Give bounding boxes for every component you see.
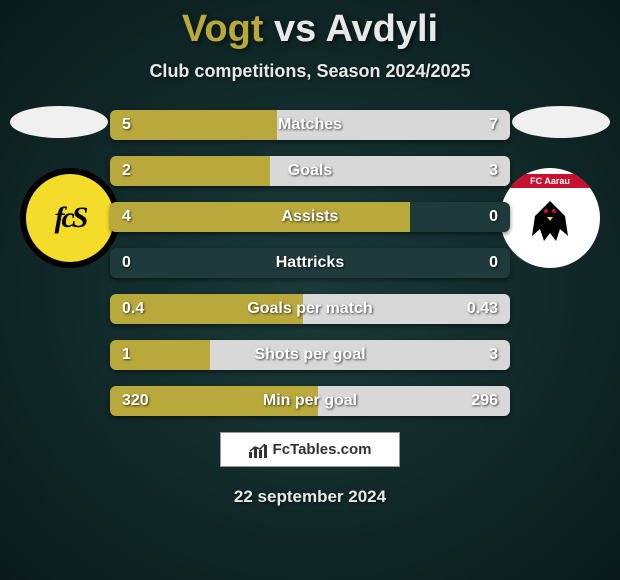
stat-row: 0.40.43Goals per match	[110, 294, 510, 324]
vs-text: vs	[274, 8, 316, 50]
stat-row: 23Goals	[110, 156, 510, 186]
player2-silhouette	[512, 106, 610, 138]
stat-row: 40Assists	[110, 202, 510, 232]
footer-brand-box: FcTables.com	[220, 432, 400, 467]
main-comparison: fcS FC Aarau 57Matches 23Goals 40Assists 00…	[0, 110, 620, 416]
stat-label: Assists	[110, 202, 510, 232]
eagle-icon	[520, 191, 580, 251]
player1-name: Vogt	[182, 8, 264, 50]
player1-silhouette	[10, 106, 108, 138]
stat-label: Goals	[110, 156, 510, 186]
stat-label: Goals per match	[110, 294, 510, 324]
subtitle: Club competitions, Season 2024/2025	[0, 61, 620, 82]
stat-row: 13Shots per goal	[110, 340, 510, 370]
team2-logo: FC Aarau	[500, 168, 600, 268]
stat-label: Min per goal	[110, 386, 510, 416]
stat-row: 57Matches	[110, 110, 510, 140]
stat-bars-container: 57Matches 23Goals 40Assists 00Hattricks 0.40…	[110, 110, 510, 416]
footer-brand-text: FcTables.com	[273, 441, 372, 458]
stat-label: Shots per goal	[110, 340, 510, 370]
team1-logo: fcS	[20, 168, 120, 268]
player2-name: Avdyli	[325, 8, 438, 50]
team2-logo-text: FC Aarau	[500, 174, 600, 188]
stat-row: 320296Min per goal	[110, 386, 510, 416]
chart-icon	[249, 442, 267, 458]
footer-date: 22 september 2024	[0, 487, 620, 507]
comparison-title: Vogt vs Avdyli	[0, 0, 620, 51]
stat-label: Hattricks	[110, 248, 510, 278]
team1-logo-text: fcS	[55, 201, 86, 235]
stat-label: Matches	[110, 110, 510, 140]
stat-row: 00Hattricks	[110, 248, 510, 278]
